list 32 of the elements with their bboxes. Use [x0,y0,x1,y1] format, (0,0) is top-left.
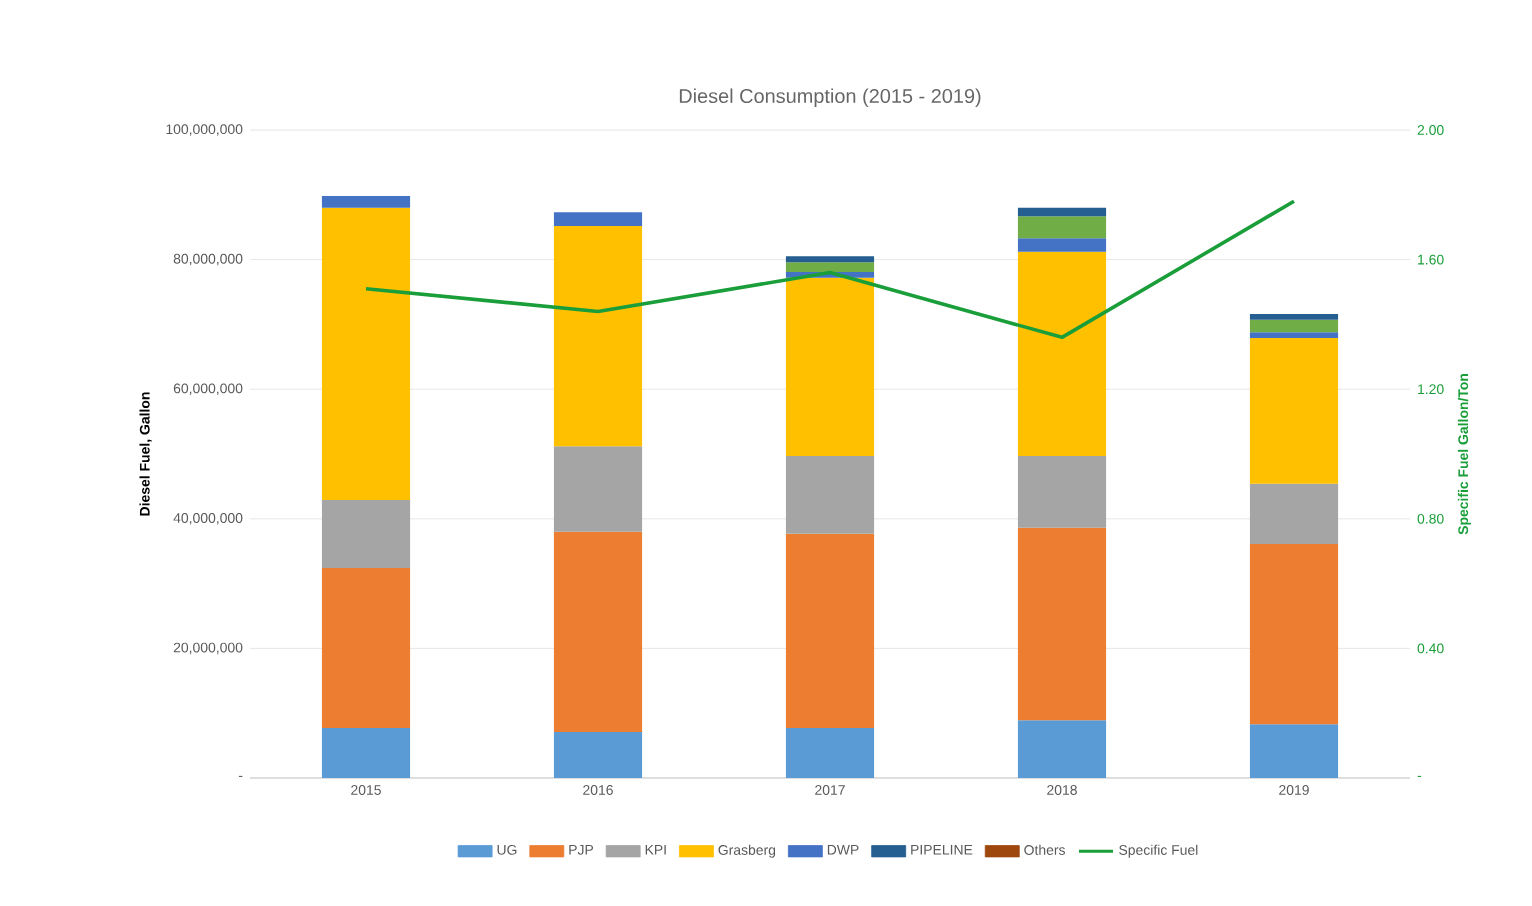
bar [785,277,875,456]
bar [321,500,411,569]
bar [321,728,411,778]
bar [553,731,643,778]
chart-title: Diesel Consumption (2015 - 2019) [679,88,981,107]
bar [1249,483,1339,545]
bar [321,196,411,208]
bar [1017,527,1107,721]
bar [553,212,643,226]
bar [1017,455,1107,528]
bar [321,207,411,500]
bar [321,568,411,729]
bar [785,455,875,534]
bar [1017,207,1107,217]
bar [1017,720,1107,778]
bar [553,446,643,532]
bar [1017,251,1107,456]
bar [1249,332,1339,338]
bar [1249,724,1339,778]
bar [553,225,643,447]
bar [1017,216,1107,239]
bar [785,533,875,729]
bar [785,262,875,272]
bar [1249,338,1339,484]
line-series [364,199,1296,340]
bar [1249,314,1339,320]
bar [553,531,643,732]
bar [1249,544,1339,725]
bar [785,256,875,263]
bar [1249,319,1339,333]
bar [785,728,875,778]
bar [1017,238,1107,252]
